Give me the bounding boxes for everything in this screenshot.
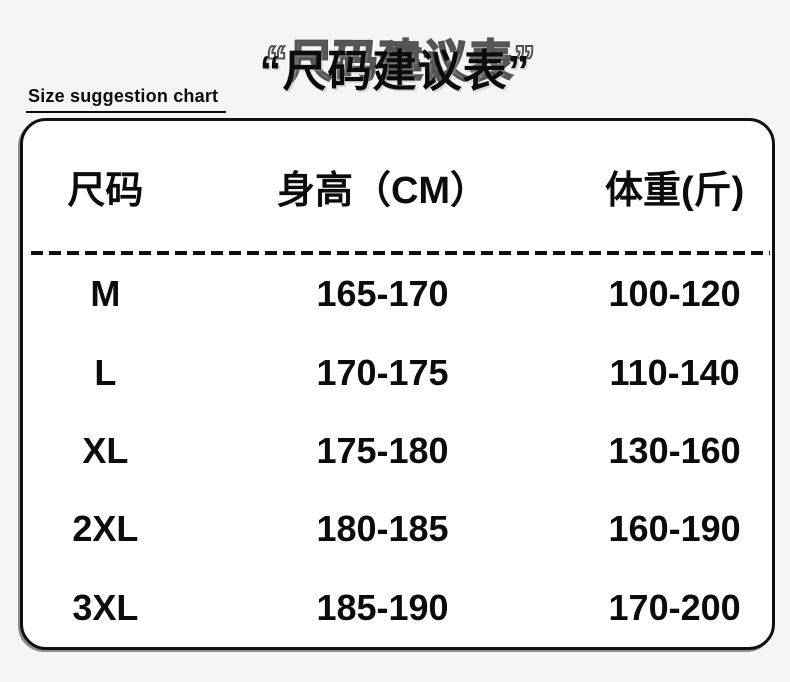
weight-cell: 160-190 [608, 508, 741, 550]
column-header-size: 尺码 [67, 169, 144, 212]
weight-cell: 130-160 [608, 429, 741, 471]
table-row: L 170-175 110-140 [23, 333, 772, 411]
height-cell: 170-175 [316, 351, 449, 393]
weight-cell: 170-200 [608, 586, 741, 628]
table-row: 2XL 180-185 160-190 [23, 490, 772, 568]
table-row: XL 175-180 130-160 [23, 412, 772, 490]
table-row: 3XL 185-190 170-200 [23, 569, 772, 647]
size-chart-card: 尺码 身高（CM） 体重(斤) M 165-170 100-120 L 170-… [20, 118, 775, 650]
size-cell: L [94, 351, 117, 393]
size-cell: 3XL [72, 586, 139, 628]
weight-cell: 110-140 [609, 351, 740, 393]
page-title-text: “尺码建议表” [259, 47, 531, 96]
table-header-row: 尺码 身高（CM） 体重(斤) [23, 121, 772, 251]
size-cell: XL [82, 429, 129, 471]
column-header-height: 身高（CM） [276, 169, 489, 212]
height-cell: 175-180 [316, 429, 449, 471]
column-header-weight: 体重(斤) [604, 169, 745, 212]
page-subtitle: Size suggestion chart [26, 86, 227, 113]
size-cell: 2XL [72, 508, 139, 550]
table-body: M 165-170 100-120 L 170-175 110-140 XL 1… [23, 255, 772, 647]
size-cell: M [90, 273, 121, 315]
height-cell: 185-190 [316, 586, 449, 628]
table-row: M 165-170 100-120 [23, 255, 772, 333]
page-title: “尺码建议表” “尺码建议表” [0, 39, 790, 96]
height-cell: 165-170 [316, 273, 449, 315]
height-cell: 180-185 [316, 508, 449, 550]
dashed-divider [31, 251, 770, 255]
weight-cell: 100-120 [608, 273, 741, 315]
page-title-shadow: “尺码建议表” [265, 37, 537, 86]
